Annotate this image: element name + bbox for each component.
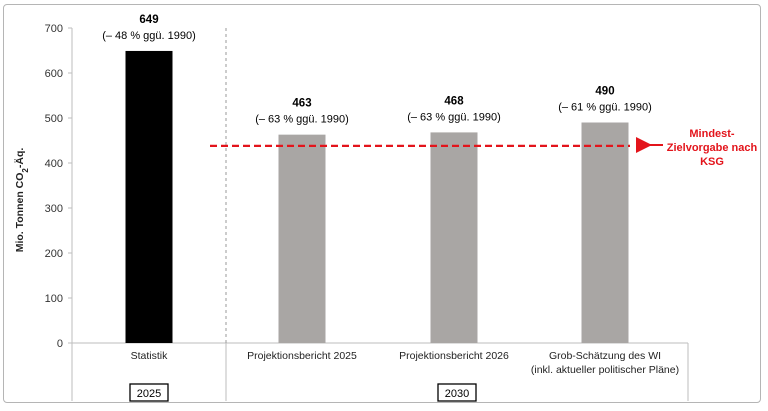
data-label-change: (– 63 % ggü. 1990): [255, 114, 349, 126]
data-label-value: 463: [292, 98, 311, 110]
y-axis-label: Mio. Tonnen CO2-Äq.: [13, 148, 30, 253]
y-tick-label: 700: [45, 23, 63, 35]
bar: [581, 122, 629, 343]
y-tick-label: 100: [45, 293, 63, 305]
year-group-label: 2025: [137, 388, 161, 400]
y-tick-label: 600: [45, 68, 63, 80]
category-label: Grob-Schätzung des WI: [549, 350, 661, 362]
data-label-change: (– 48 % ggü. 1990): [102, 30, 196, 42]
category-sublabel: (inkl. aktueller politischer Pläne): [531, 364, 679, 376]
y-tick-label: 300: [45, 203, 63, 215]
year-group-label: 2030: [445, 388, 469, 400]
category-label: Statistik: [131, 350, 169, 362]
chart-frame: [3, 4, 761, 403]
year-group-box: [129, 383, 169, 402]
y-tick-label: 200: [45, 248, 63, 260]
data-label-value: 468: [444, 95, 464, 107]
y-tick-label: 500: [45, 113, 63, 125]
data-label-change: (– 61 % ggü. 1990): [558, 102, 652, 114]
target-label-line: KSG: [700, 156, 724, 168]
bar: [278, 134, 326, 343]
y-tick-label: 0: [57, 338, 63, 350]
category-label: Projektionsbericht 2025: [247, 350, 357, 362]
data-label-value: 490: [595, 86, 614, 98]
data-label-value: 649: [139, 14, 158, 26]
bar: [125, 50, 173, 343]
target-label-line: Zielvorgabe nach: [667, 142, 758, 154]
year-group-box: [437, 383, 477, 402]
bar: [430, 132, 478, 343]
category-label: Projektionsbericht 2026: [399, 350, 509, 362]
y-tick-label: 400: [45, 158, 63, 170]
target-label-line: Mindest-: [689, 128, 735, 140]
data-label-change: (– 63 % ggü. 1990): [407, 111, 501, 123]
